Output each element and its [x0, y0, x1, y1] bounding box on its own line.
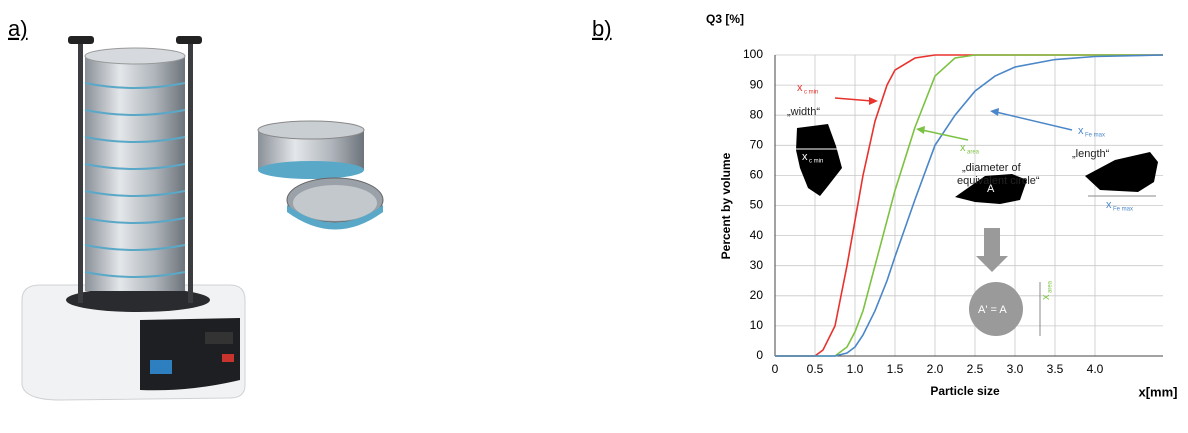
x-tick-label: 3.0: [1007, 362, 1024, 376]
y-axis-title: Q3 [%]: [706, 12, 744, 26]
grid: 0 10 20 30 40 50 60 70 80 90 100 0 0.5 1.0 1.5 2.0 2.5 3.…: [743, 47, 1163, 376]
x-tick-label: 1.0: [847, 362, 864, 376]
y-tick-label: 40: [750, 228, 764, 242]
y-tick-label: 90: [750, 77, 764, 91]
x-axis-label: Particle size: [930, 384, 1000, 398]
y-axis-label: Percent by volume: [719, 152, 733, 259]
annotation-text: equivalent circle“: [957, 175, 1040, 187]
annotation-text: x: [802, 151, 808, 163]
x-tick-label: 3.5: [1047, 362, 1064, 376]
annotation-text: A' = A: [978, 304, 1007, 316]
annotation-subscript: c min: [804, 90, 818, 96]
annotation-subscript: area: [1048, 280, 1054, 293]
annotation-text: x: [1040, 294, 1052, 300]
annotation-subscript: Fe max: [1113, 207, 1133, 213]
x-tick-label: 2.5: [967, 362, 984, 376]
sieve-shaker-photo: [22, 36, 383, 400]
y-tick-label: 0: [756, 348, 763, 362]
x-axis-unit: x[mm]: [1138, 384, 1177, 399]
x-tick-label: 0.5: [807, 362, 824, 376]
annotation-text: x: [1106, 199, 1112, 211]
x-tick-label: 0: [772, 362, 779, 376]
y-tick-label: 70: [750, 137, 764, 151]
panel-label: a): [8, 16, 28, 41]
annotation-text: x: [797, 82, 803, 94]
panel-label: b): [592, 16, 612, 41]
annotation-text: x: [960, 142, 966, 154]
annotation-subscript: c min: [809, 159, 823, 165]
y-tick-label: 50: [750, 198, 764, 212]
x-tick-label: 2.0: [927, 362, 944, 376]
annotation-subscript: Fe max: [1085, 133, 1105, 139]
y-tick-label: 100: [743, 47, 763, 61]
y-tick-label: 30: [750, 258, 764, 272]
annotation-text: A: [987, 183, 995, 195]
annotation-subscript: area: [967, 150, 980, 156]
y-tick-label: 60: [750, 168, 764, 182]
y-tick-label: 80: [750, 107, 764, 121]
annotation-text: x: [1078, 125, 1084, 137]
annotation-text: „diameter of: [962, 162, 1022, 174]
y-tick-label: 10: [750, 318, 764, 332]
x-tick-label: 4.0: [1087, 362, 1104, 376]
annotation-text: „width“: [787, 106, 820, 118]
figure: a) b) Q3 [%] Percent by volume Particle …: [0, 0, 1188, 428]
annotation-text: „length“: [1072, 148, 1110, 160]
x-tick-label: 1.5: [887, 362, 904, 376]
y-tick-label: 20: [750, 288, 764, 302]
